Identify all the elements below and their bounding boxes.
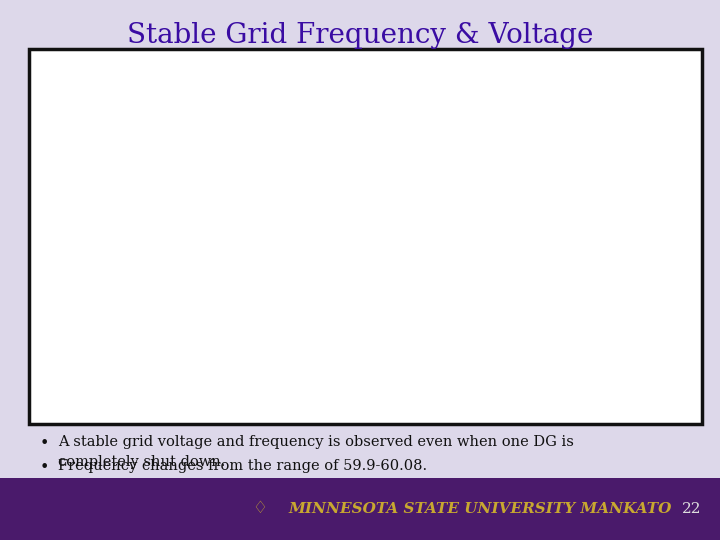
Legend: Grid Frequency: Grid Frequency (613, 70, 664, 79)
Text: MINNESOTA STATE UNIVERSITY MANKATO: MINNESOTA STATE UNIVERSITY MANKATO (288, 502, 671, 516)
Y-axis label: V_rms (pu / Volts): V_rms (pu / Volts) (48, 206, 53, 255)
Text: •: • (40, 435, 49, 451)
Text: Frequency changes from the range of 59.9-60.08.: Frequency changes from the range of 59.9… (58, 459, 427, 473)
Text: Stable Grid Frequency & Voltage: Stable Grid Frequency & Voltage (127, 22, 593, 49)
Text: •: • (40, 459, 49, 476)
Text: 22: 22 (681, 502, 701, 516)
Title: Grid Voltage Change in Islanded Mode: Grid Voltage Change in Islanded Mode (150, 60, 270, 66)
Text: completely shut down.: completely shut down. (58, 455, 225, 469)
X-axis label: time (s): time (s) (197, 405, 222, 410)
Y-axis label: Frequency in Hz: Frequency in Hz (355, 209, 360, 253)
Text: ♢: ♢ (253, 501, 274, 517)
X-axis label: time (s): time (s) (509, 405, 534, 410)
Title: Frequency Change Under Islanded Condition: Frequency Change Under Islanded Conditio… (451, 60, 591, 66)
Text: A stable grid voltage and frequency is observed even when one DG is: A stable grid voltage and frequency is o… (58, 435, 573, 449)
